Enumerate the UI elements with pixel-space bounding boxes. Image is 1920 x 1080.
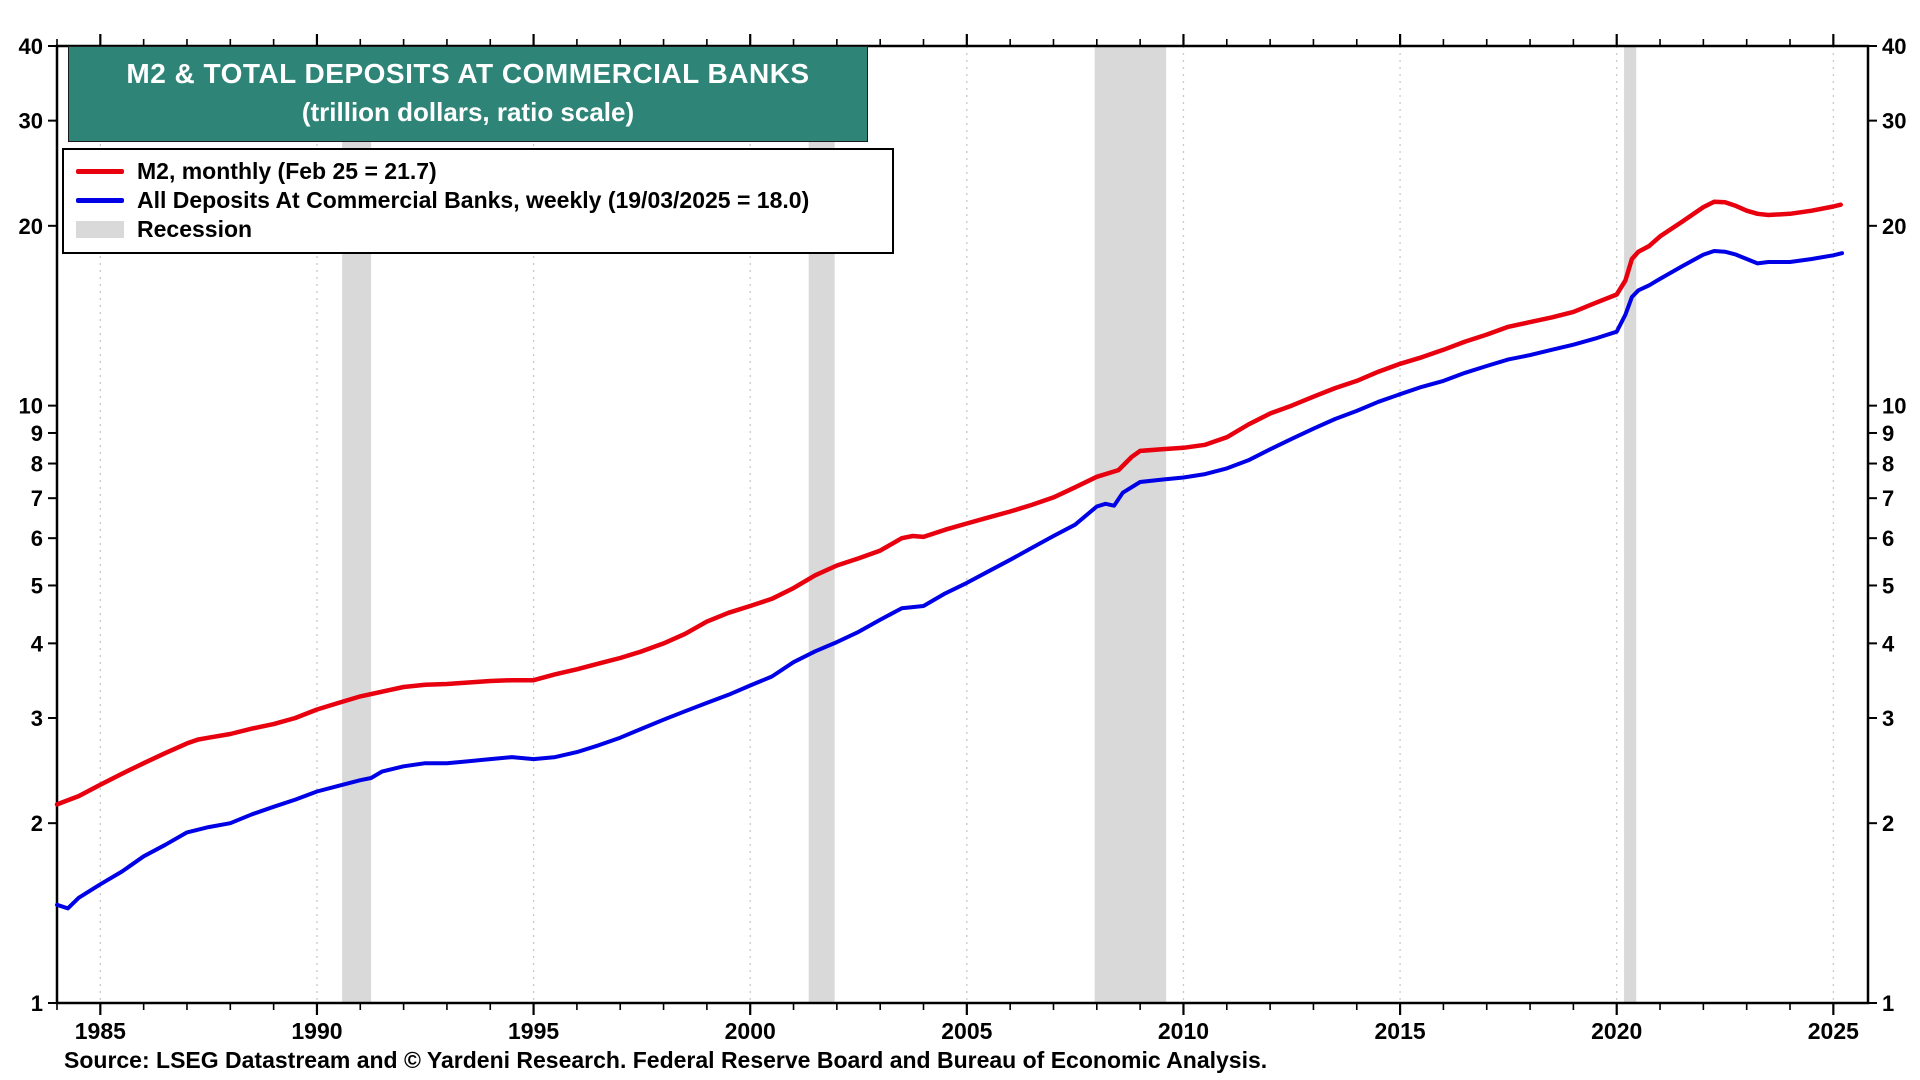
y-axis-label-left: 9 [31, 421, 43, 446]
y-axis-label-left: 3 [31, 706, 43, 731]
source-note: Source: LSEG Datastream and © Yardeni Re… [64, 1047, 1268, 1073]
legend-item-m2: M2, monthly (Feb 25 = 21.7) [76, 157, 880, 186]
chart-title-box: M2 & TOTAL DEPOSITS AT COMMERCIAL BANKS … [68, 46, 868, 142]
legend-label-recession: Recession [137, 216, 253, 242]
deposits-line [55, 249, 1844, 911]
y-axis-label-right: 9 [1882, 421, 1894, 446]
y-axis-label-right: 30 [1882, 109, 1906, 134]
x-axis-label: 2015 [1375, 1018, 1426, 1044]
y-axis-label-left: 7 [31, 486, 43, 511]
y-axis-label-left: 2 [31, 811, 43, 836]
x-axis-label: 1990 [291, 1018, 342, 1044]
y-axis-label-right: 3 [1882, 706, 1894, 731]
y-axis-label-right: 40 [1882, 34, 1906, 59]
recession-band [1624, 46, 1637, 1003]
x-axis-label: 2010 [1158, 1018, 1209, 1044]
y-axis-label-left: 10 [19, 394, 43, 419]
y-axis-label-left: 20 [19, 214, 43, 239]
y-axis-label-right: 8 [1882, 452, 1894, 477]
y-axis-label-left: 5 [31, 573, 43, 598]
plot-border [55, 44, 1870, 1005]
legend: M2, monthly (Feb 25 = 21.7) All Deposits… [62, 148, 894, 254]
x-axis-label: 1985 [75, 1018, 126, 1044]
chart-subtitle: (trillion dollars, ratio scale) [301, 97, 635, 127]
y-axis-label-right: 4 [1882, 631, 1895, 656]
chart-title: M2 & TOTAL DEPOSITS AT COMMERCIAL BANKS [126, 58, 810, 89]
y-axis-label-left: 6 [31, 526, 43, 551]
y-axis-label-right: 10 [1882, 394, 1906, 419]
recession-band [1094, 46, 1167, 1003]
y-axis-label-right: 1 [1882, 991, 1894, 1016]
y-axis-label-left: 4 [31, 631, 44, 656]
recession-swatch [76, 221, 124, 238]
x-axis-label: 2005 [941, 1018, 992, 1044]
y-axis-label-left: 1 [31, 991, 43, 1016]
y-axis-label-right: 7 [1882, 486, 1894, 511]
y-axis-label-left: 40 [19, 34, 43, 59]
y-axis-label-right: 20 [1882, 214, 1906, 239]
m2-line-swatch [76, 169, 124, 174]
legend-item-deposits: All Deposits At Commercial Banks, weekly… [76, 186, 880, 215]
x-axis-label: 2025 [1808, 1018, 1859, 1044]
y-axis-label-right: 5 [1882, 573, 1894, 598]
legend-item-recession: Recession [76, 215, 880, 244]
deposits-line-swatch [76, 198, 124, 203]
y-axis-label-right: 6 [1882, 526, 1894, 551]
m2-line [54, 199, 1843, 807]
y-axis-label-right: 2 [1882, 811, 1894, 836]
y-axis-label-left: 8 [31, 452, 43, 477]
legend-label-deposits: All Deposits At Commercial Banks, weekly… [137, 187, 810, 213]
legend-label-m2: M2, monthly (Feb 25 = 21.7) [137, 158, 437, 184]
x-axis-label: 2000 [725, 1018, 776, 1044]
y-axis-label-left: 30 [19, 109, 43, 134]
x-axis-label: 2020 [1591, 1018, 1642, 1044]
x-axis-label: 1995 [508, 1018, 559, 1044]
